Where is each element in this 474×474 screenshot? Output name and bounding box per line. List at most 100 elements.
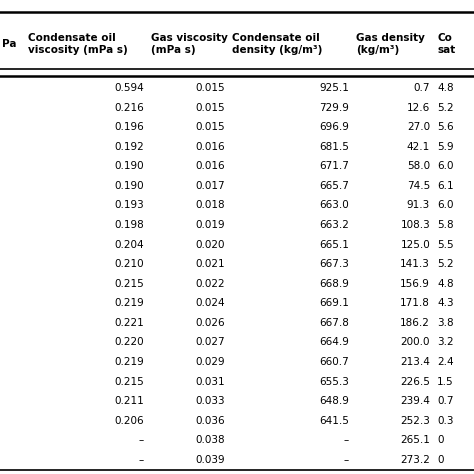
Text: 265.1: 265.1 xyxy=(400,436,430,446)
Text: 0.594: 0.594 xyxy=(114,83,144,93)
Text: 0.039: 0.039 xyxy=(196,455,225,465)
Text: 668.9: 668.9 xyxy=(319,279,349,289)
Text: 2.4: 2.4 xyxy=(437,357,454,367)
Text: –: – xyxy=(139,455,144,465)
Text: 681.5: 681.5 xyxy=(319,142,349,152)
Text: 0: 0 xyxy=(437,455,444,465)
Text: 0.196: 0.196 xyxy=(114,122,144,132)
Text: 200.0: 200.0 xyxy=(401,337,430,347)
Text: 5.2: 5.2 xyxy=(437,259,454,269)
Text: 0.7: 0.7 xyxy=(414,83,430,93)
Text: 5.9: 5.9 xyxy=(437,142,454,152)
Text: 213.4: 213.4 xyxy=(400,357,430,367)
Text: 4.8: 4.8 xyxy=(437,83,454,93)
Text: 0.206: 0.206 xyxy=(114,416,144,426)
Text: 0.036: 0.036 xyxy=(196,416,225,426)
Text: Pa: Pa xyxy=(2,39,17,49)
Text: 0.033: 0.033 xyxy=(196,396,225,406)
Text: 671.7: 671.7 xyxy=(319,161,349,171)
Text: 3.2: 3.2 xyxy=(437,337,454,347)
Text: 0.7: 0.7 xyxy=(437,396,454,406)
Text: 0.190: 0.190 xyxy=(114,181,144,191)
Text: 0: 0 xyxy=(437,436,444,446)
Text: 0.018: 0.018 xyxy=(196,201,225,210)
Text: 664.9: 664.9 xyxy=(319,337,349,347)
Text: 0.031: 0.031 xyxy=(196,377,225,387)
Text: 0.198: 0.198 xyxy=(114,220,144,230)
Text: 0.016: 0.016 xyxy=(196,142,225,152)
Text: 6.0: 6.0 xyxy=(437,201,454,210)
Text: 171.8: 171.8 xyxy=(400,298,430,308)
Text: 641.5: 641.5 xyxy=(319,416,349,426)
Text: 74.5: 74.5 xyxy=(407,181,430,191)
Text: 648.9: 648.9 xyxy=(319,396,349,406)
Text: Co
sat: Co sat xyxy=(437,33,456,55)
Text: 655.3: 655.3 xyxy=(319,377,349,387)
Text: 226.5: 226.5 xyxy=(400,377,430,387)
Text: 273.2: 273.2 xyxy=(400,455,430,465)
Text: 0.3: 0.3 xyxy=(437,416,454,426)
Text: 0.015: 0.015 xyxy=(196,83,225,93)
Text: 669.1: 669.1 xyxy=(319,298,349,308)
Text: 0.220: 0.220 xyxy=(114,337,144,347)
Text: 3.8: 3.8 xyxy=(437,318,454,328)
Text: 663.2: 663.2 xyxy=(319,220,349,230)
Text: –: – xyxy=(344,436,349,446)
Text: 27.0: 27.0 xyxy=(407,122,430,132)
Text: Condensate oil
density (kg/m³): Condensate oil density (kg/m³) xyxy=(232,33,323,55)
Text: 5.6: 5.6 xyxy=(437,122,454,132)
Text: 5.5: 5.5 xyxy=(437,240,454,250)
Text: 12.6: 12.6 xyxy=(407,102,430,112)
Text: 58.0: 58.0 xyxy=(407,161,430,171)
Text: 0.029: 0.029 xyxy=(196,357,225,367)
Text: 663.0: 663.0 xyxy=(319,201,349,210)
Text: 0.026: 0.026 xyxy=(196,318,225,328)
Text: 660.7: 660.7 xyxy=(319,357,349,367)
Text: 0.015: 0.015 xyxy=(196,102,225,112)
Text: 0.190: 0.190 xyxy=(114,161,144,171)
Text: 0.019: 0.019 xyxy=(196,220,225,230)
Text: 0.215: 0.215 xyxy=(114,279,144,289)
Text: 0.204: 0.204 xyxy=(114,240,144,250)
Text: 665.7: 665.7 xyxy=(319,181,349,191)
Text: 0.219: 0.219 xyxy=(114,298,144,308)
Text: 6.0: 6.0 xyxy=(437,161,454,171)
Text: 0.015: 0.015 xyxy=(196,122,225,132)
Text: 91.3: 91.3 xyxy=(407,201,430,210)
Text: 0.221: 0.221 xyxy=(114,318,144,328)
Text: 0.020: 0.020 xyxy=(196,240,225,250)
Text: 141.3: 141.3 xyxy=(400,259,430,269)
Text: Gas viscosity
(mPa s): Gas viscosity (mPa s) xyxy=(151,33,228,55)
Text: 0.022: 0.022 xyxy=(196,279,225,289)
Text: 665.1: 665.1 xyxy=(319,240,349,250)
Text: 0.021: 0.021 xyxy=(196,259,225,269)
Text: Gas density
(kg/m³): Gas density (kg/m³) xyxy=(356,33,425,55)
Text: 156.9: 156.9 xyxy=(400,279,430,289)
Text: 0.024: 0.024 xyxy=(196,298,225,308)
Text: 729.9: 729.9 xyxy=(319,102,349,112)
Text: 0.193: 0.193 xyxy=(114,201,144,210)
Text: 6.1: 6.1 xyxy=(437,181,454,191)
Text: 667.3: 667.3 xyxy=(319,259,349,269)
Text: 0.016: 0.016 xyxy=(196,161,225,171)
Text: –: – xyxy=(139,436,144,446)
Text: Condensate oil
viscosity (mPa s): Condensate oil viscosity (mPa s) xyxy=(27,33,128,55)
Text: 0.216: 0.216 xyxy=(114,102,144,112)
Text: 667.8: 667.8 xyxy=(319,318,349,328)
Text: 0.219: 0.219 xyxy=(114,357,144,367)
Text: 108.3: 108.3 xyxy=(401,220,430,230)
Text: 696.9: 696.9 xyxy=(319,122,349,132)
Text: 925.1: 925.1 xyxy=(319,83,349,93)
Text: 5.2: 5.2 xyxy=(437,102,454,112)
Text: 4.3: 4.3 xyxy=(437,298,454,308)
Text: 239.4: 239.4 xyxy=(400,396,430,406)
Text: 0.027: 0.027 xyxy=(196,337,225,347)
Text: 186.2: 186.2 xyxy=(400,318,430,328)
Text: 125.0: 125.0 xyxy=(401,240,430,250)
Text: 4.8: 4.8 xyxy=(437,279,454,289)
Text: 0.038: 0.038 xyxy=(196,436,225,446)
Text: 0.192: 0.192 xyxy=(114,142,144,152)
Text: 0.017: 0.017 xyxy=(196,181,225,191)
Text: 0.215: 0.215 xyxy=(114,377,144,387)
Text: 5.8: 5.8 xyxy=(437,220,454,230)
